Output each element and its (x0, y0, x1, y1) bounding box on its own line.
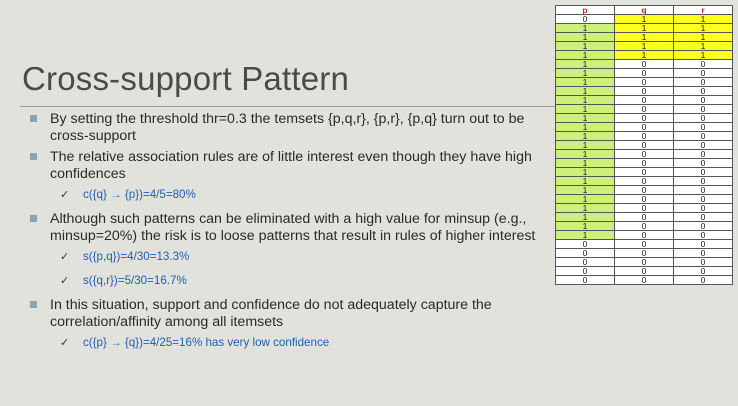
sub-bullet-support-pq: ✓ s({p,q})=4/30=13.3% (30, 249, 550, 265)
sub-bullet-text: s({p,q})=4/30=13.3% (83, 250, 190, 263)
bullet-text: In this situation, support and confidenc… (50, 297, 492, 330)
square-bullet-icon (30, 115, 37, 122)
bullet-association-rules: The relative association rules are of li… (30, 149, 550, 183)
bullet-text: Although such patterns can be eliminated… (50, 211, 536, 244)
sub-bullet-support-qr: ✓ s({q,r})=5/30=16.7% (30, 273, 550, 289)
square-bullet-icon (30, 215, 37, 222)
sub-bullet-text: c({p} → {q})=4/25=16% has very low confi… (83, 336, 330, 349)
table-cell: 0 (673, 275, 733, 285)
table-cell: 0 (614, 275, 674, 285)
title-divider (20, 106, 555, 107)
square-bullet-icon (30, 153, 37, 160)
bullet-text: The relative association rules are of li… (50, 149, 532, 182)
checkmark-icon: ✓ (60, 250, 70, 263)
sub-bullet-text: c({q} → {p})=4/5=80% (83, 188, 196, 201)
checkmark-icon: ✓ (60, 274, 70, 287)
slide-content: By setting the threshold thr=0.3 the tem… (30, 111, 550, 359)
bullet-cross-support: By setting the threshold thr=0.3 the tem… (30, 111, 550, 145)
sub-bullet-confidence-q-p: ✓ c({q} → {p})=4/5=80% (30, 187, 550, 203)
slide-title: Cross-support Pattern (22, 60, 349, 97)
checkmark-icon: ✓ (60, 336, 70, 349)
square-bullet-icon (30, 301, 37, 308)
bullet-correlation: In this situation, support and confidenc… (30, 297, 550, 331)
table-cell: 0 (555, 275, 615, 285)
sub-bullet-confidence-p-q: ✓ c({p} → {q})=4/25=16% has very low con… (30, 335, 550, 351)
bullet-minsup: Although such patterns can be eliminated… (30, 211, 550, 245)
sub-bullet-text: s({q,r})=5/30=16.7% (83, 274, 187, 287)
table-header-row: p q r (555, 5, 733, 15)
bullet-text: By setting the threshold thr=0.3 the tem… (50, 111, 525, 144)
checkmark-icon: ✓ (60, 188, 70, 201)
